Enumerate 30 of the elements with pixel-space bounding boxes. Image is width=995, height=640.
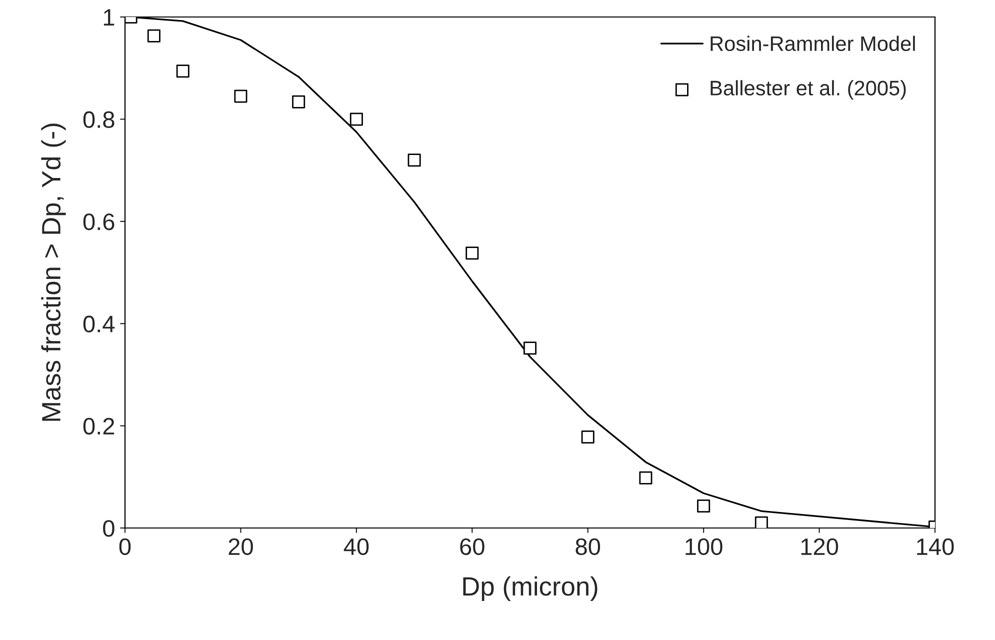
y-tick-label: 0.6 <box>83 213 114 230</box>
x-tick-label: 140 <box>917 538 954 556</box>
y-tick-label: 0.4 <box>83 316 115 332</box>
y-tick-label: 1 <box>104 9 114 26</box>
y-tick-label: 0 <box>103 520 114 537</box>
point <box>234 90 248 103</box>
legend-label: Ballester et al. (2005) <box>710 80 906 100</box>
point <box>466 246 479 260</box>
point <box>581 430 594 444</box>
point <box>147 29 160 42</box>
x-tick-label: 20 <box>228 538 253 556</box>
point <box>176 64 190 78</box>
x-tick-label: 60 <box>460 538 484 556</box>
point <box>350 112 363 126</box>
x-axis-title: Dp (micron) <box>463 576 598 601</box>
y-axis-title: Mass fraction > Dp, Yd (-) <box>41 124 66 421</box>
y-tick-label: 0.8 <box>83 111 114 128</box>
x-tick-label: 120 <box>801 538 838 556</box>
x-tick-label: 0 <box>119 538 131 556</box>
legend-label: Rosin-Rammler Model <box>710 36 915 52</box>
x-tick-label: 80 <box>576 538 600 556</box>
point <box>523 342 537 355</box>
y-tick-label: 0.2 <box>83 418 114 435</box>
x-tick-label: 100 <box>686 538 722 556</box>
point <box>697 500 710 513</box>
point <box>408 154 421 167</box>
point <box>292 95 306 108</box>
x-tick-label: 40 <box>344 538 369 556</box>
point <box>639 471 652 484</box>
point <box>754 516 768 528</box>
